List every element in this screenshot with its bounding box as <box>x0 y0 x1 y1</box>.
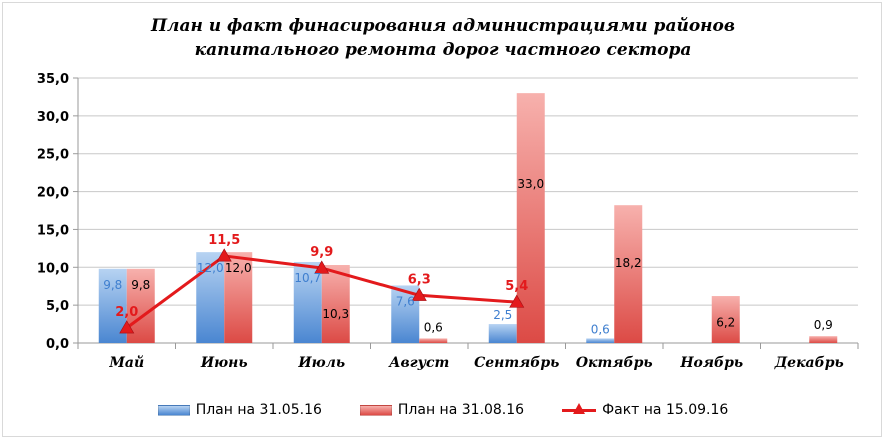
bar-label-plan-0831: 12,0 <box>225 261 252 275</box>
legend-item-fact-0915: Факт на 15.09.16 <box>562 402 728 418</box>
bar-plan-0831 <box>224 252 253 343</box>
chart-frame <box>2 2 882 437</box>
point-label-fact-0915: 11,5 <box>208 233 240 248</box>
chart-title: План и факт финасирования администрациям… <box>0 14 886 62</box>
bar-plan-0531 <box>586 338 615 343</box>
point-fact-0915 <box>509 294 525 308</box>
legend-label: План на 31.08.16 <box>397 402 525 418</box>
x-tick-label: Декабрь <box>774 355 844 371</box>
x-tick-label: Август <box>388 355 449 371</box>
bar-label-plan-0531: 7,6 <box>396 294 415 308</box>
label-layer: 9,8 9,8 12,0 12,0 10,7 10,3 7,6 0,6 2,5 33,0 0,6 18… <box>103 177 833 336</box>
bar-label-plan-0831: 10,3 <box>322 307 349 321</box>
legend: План на 31.05.16 План на 31.08.16 Факт н… <box>0 398 886 422</box>
y-tick-label: 20,0 <box>37 186 69 201</box>
bar-plan-0831 <box>614 205 643 343</box>
bar-layer <box>98 93 838 344</box>
legend-swatch-blue <box>157 404 190 416</box>
point-label-fact-0915: 5,4 <box>505 279 528 294</box>
chart-title-line-1: План и факт финасирования администрациям… <box>150 16 736 36</box>
bar-label-plan-0831: 0,9 <box>814 318 833 332</box>
x-tick-label: Июнь <box>200 355 248 371</box>
grid-layer: 0,0 5,0 10,0 15,0 20,0 25,0 30,0 35,0 Май Июнь Июл… <box>37 72 859 371</box>
bar-plan-0531 <box>293 261 322 343</box>
y-tick-label: 30,0 <box>37 110 69 125</box>
point-label-fact-0915: 9,9 <box>310 245 333 260</box>
y-tick-label: 0,0 <box>46 337 69 352</box>
y-tick-label: 15,0 <box>37 223 69 238</box>
legend-label: План на 31.05.16 <box>195 402 322 418</box>
legend-item-plan-0831: План на 31.08.16 <box>359 402 525 418</box>
bar-plan-0531 <box>488 324 517 343</box>
bar-label-plan-0531: 2,5 <box>493 308 512 322</box>
bar-label-plan-0831: 6,2 <box>716 316 735 330</box>
point-fact-0915 <box>411 287 427 301</box>
point-fact-0915 <box>119 320 135 334</box>
x-tick-label: Ноябрь <box>679 355 743 371</box>
bar-label-plan-0831: 0,6 <box>424 320 443 334</box>
legend-label: Факт на 15.09.16 <box>602 402 729 418</box>
y-tick-label: 25,0 <box>37 148 69 163</box>
chart-title-line-2: капитального ремонта дорог частного сект… <box>194 40 692 60</box>
bar-plan-0831 <box>419 338 448 343</box>
point-label-fact-0915: 6,3 <box>408 272 431 287</box>
legend-item-plan-0531: План на 31.05.16 <box>157 402 322 418</box>
bar-label-plan-0531: 9,8 <box>103 278 122 292</box>
legend-swatch-red <box>359 404 392 416</box>
bar-plan-0831 <box>321 265 350 343</box>
bar-plan-0831 <box>711 296 740 343</box>
line-layer <box>119 248 525 334</box>
bar-label-plan-0531: 0,6 <box>591 322 610 336</box>
point-fact-0915 <box>216 248 232 262</box>
x-tick-label: Сентябрь <box>474 355 559 371</box>
bar-label-plan-0831: 33,0 <box>517 177 544 191</box>
x-tick-label: Май <box>108 354 144 371</box>
bar-plan-0831 <box>516 93 545 344</box>
y-tick-label: 35,0 <box>37 72 69 87</box>
legend-swatch-line-triangle <box>562 403 597 417</box>
x-tick-label: Июль <box>297 355 345 371</box>
bar-plan-0831 <box>809 336 838 343</box>
point-label-fact-0915: 2,0 <box>115 305 138 320</box>
bar-label-plan-0831: 9,8 <box>131 278 150 292</box>
point-fact-0915 <box>314 260 330 274</box>
bar-label-plan-0831: 18,2 <box>615 256 642 270</box>
y-tick-label: 5,0 <box>46 299 69 314</box>
bar-label-plan-0531: 12,0 <box>197 261 224 275</box>
x-tick-label: Октябрь <box>576 355 653 371</box>
bar-label-plan-0531: 10,7 <box>294 271 321 285</box>
y-tick-label: 10,0 <box>37 261 69 276</box>
